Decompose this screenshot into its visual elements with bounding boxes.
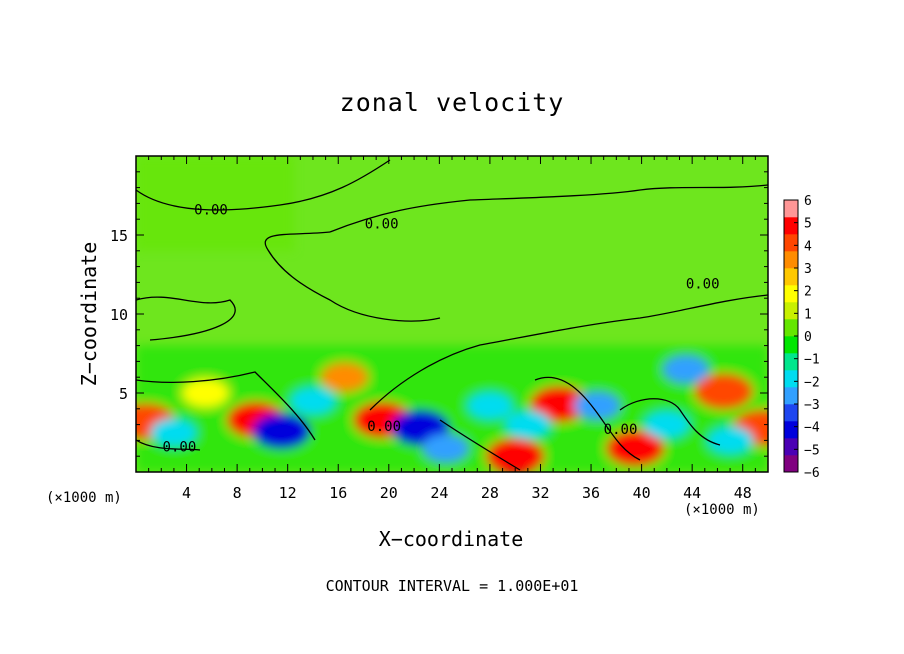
colorbar-tick-label: −2 — [804, 375, 820, 390]
y-axis: 5 10 15 — [110, 171, 768, 457]
colorbar-swatch — [784, 234, 798, 252]
contour-line — [534, 376, 641, 461]
y-axis-label: Z−coordinate — [77, 241, 101, 387]
contour-label: 0.00 — [367, 419, 401, 435]
contour-line — [329, 184, 768, 233]
contour-line — [136, 371, 316, 441]
colorbar-swatch — [784, 268, 798, 286]
chart-title: zonal velocity — [339, 88, 565, 117]
contour-line — [136, 159, 391, 211]
x-tick-label: 44 — [683, 484, 701, 502]
velocity-field — [136, 156, 768, 472]
field-feature — [706, 426, 754, 455]
field-feature — [573, 391, 621, 421]
contour-label: 0.00 — [686, 277, 720, 293]
x-tick-label: 40 — [633, 484, 651, 502]
colorbar-tick-label: −5 — [804, 443, 820, 458]
colorbar-tick-label: 2 — [804, 285, 812, 300]
x-tick-label: 24 — [430, 484, 448, 502]
colorbar-swatch — [784, 353, 798, 371]
contour-label: 0.00 — [604, 422, 638, 438]
contour-labels: 0.00 0.00 0.00 0.00 0.00 0.00 — [163, 202, 720, 455]
x-tick-label: 36 — [582, 484, 600, 502]
field-feature — [252, 413, 310, 449]
x-tick-label: 48 — [734, 484, 752, 502]
field-feature — [695, 373, 753, 410]
x-unit-label-right: (×1000 m) — [684, 502, 760, 518]
colorbar-swatch — [784, 370, 798, 388]
y-tick-label: 5 — [119, 385, 128, 403]
colorbar-swatch — [784, 200, 798, 218]
colorbar-swatch — [784, 319, 798, 337]
y-tick-label: 10 — [110, 306, 128, 324]
contour-line — [136, 439, 201, 451]
contour-line — [439, 419, 521, 471]
x-tick-label: 8 — [233, 484, 242, 502]
x-tick-label: 28 — [481, 484, 499, 502]
colorbar-swatch — [784, 302, 798, 320]
field-feature — [504, 410, 552, 439]
colorbar-tick-label: 5 — [804, 217, 812, 232]
x-axis-label: X−coordinate — [378, 527, 524, 551]
colorbar-tick-label: 3 — [804, 262, 812, 277]
contour-line — [136, 296, 236, 341]
x-tick-label: 32 — [531, 484, 549, 502]
field-blobs — [136, 156, 768, 472]
colorbar-swatch — [784, 217, 798, 235]
colorbar-tick-label: 0 — [804, 330, 812, 345]
colorbar: 6 5 4 3 2 1 0 −1 −2 −3 −4 −5 −6 — [783, 194, 820, 481]
contour-label: 0.00 — [365, 217, 399, 233]
x-tick-label: 12 — [279, 484, 297, 502]
field-feature — [486, 438, 544, 472]
colorbar-tick-label: −1 — [804, 353, 820, 368]
contour-label: 0.00 — [194, 202, 228, 218]
colorbar-swatch — [784, 404, 798, 422]
field-feature — [466, 391, 514, 421]
field-feature — [150, 418, 198, 447]
field-feature — [530, 386, 589, 422]
field-feature — [289, 386, 337, 416]
x-tick-label: 16 — [329, 484, 347, 502]
contour-line — [369, 294, 768, 411]
x-tick-label: 20 — [380, 484, 398, 502]
colorbar-tick-label: 6 — [804, 194, 812, 209]
colorbar-tick-label: 4 — [804, 239, 812, 254]
colorbar-swatch — [784, 285, 798, 303]
field-feature — [321, 362, 368, 392]
field-feature — [643, 410, 691, 439]
y-tick-label: 15 — [110, 227, 128, 245]
x-axis: 4 8 12 16 20 24 28 32 36 40 44 48 — [148, 156, 756, 502]
field-feature — [422, 433, 470, 463]
colorbar-swatch — [784, 438, 798, 456]
contour-interval-note: CONTOUR INTERVAL = 1.000E+01 — [325, 577, 579, 595]
colorbar-swatch — [784, 336, 798, 354]
x-unit-label-left: (×1000 m) — [46, 490, 122, 506]
colorbar-swatch — [784, 251, 798, 269]
field-feature — [182, 378, 229, 408]
field-feature — [606, 430, 664, 466]
colorbar-tick-label: −4 — [804, 421, 820, 436]
colorbar-swatch — [784, 455, 798, 473]
colorbar-tick-label: −6 — [804, 466, 820, 481]
colorbar-tick-label: 1 — [804, 307, 812, 322]
contour-lines — [136, 159, 768, 471]
colorbar-swatch — [784, 387, 798, 405]
contour-line — [264, 231, 441, 322]
x-tick-label: 4 — [182, 484, 191, 502]
colorbar-swatch — [784, 421, 798, 439]
colorbar-tick-label: −3 — [804, 398, 820, 413]
contour-label: 0.00 — [163, 439, 197, 455]
contour-line — [619, 398, 721, 446]
field-feature — [662, 354, 710, 384]
